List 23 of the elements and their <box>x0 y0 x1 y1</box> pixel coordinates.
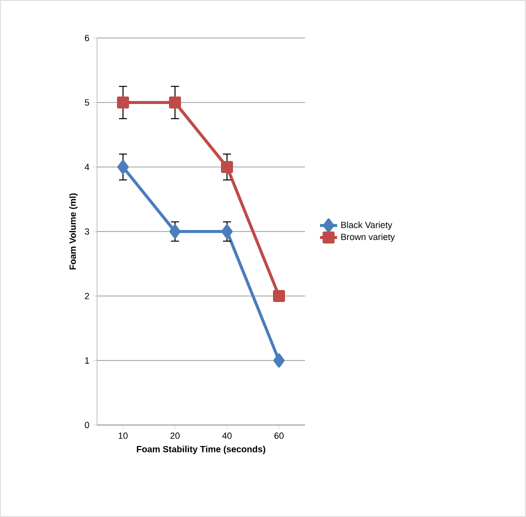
y-tick-label: 6 <box>84 34 90 42</box>
x-axis-title: Foam Stability Time (seconds) <box>136 446 266 454</box>
point <box>221 224 233 238</box>
point <box>169 96 181 108</box>
y-tick-label: 5 <box>84 99 90 106</box>
legend-label: Brown variety <box>341 233 395 242</box>
point <box>273 354 285 368</box>
y-tick-label: 0 <box>84 422 90 428</box>
point <box>117 160 129 174</box>
x-tick-label: 10 <box>118 432 128 439</box>
x-tick-label: 20 <box>170 432 180 439</box>
y-tick-label: 1 <box>85 357 90 364</box>
x-tick-label: 60 <box>274 432 284 439</box>
x-tick-label: 40 <box>222 432 232 439</box>
point <box>221 160 233 173</box>
point <box>273 290 285 302</box>
point <box>169 224 181 238</box>
y-axis-title: Foam Volume (ml) <box>69 193 78 270</box>
y-tick-label: 4 <box>84 164 90 170</box>
y-tick-label: 2 <box>84 292 90 300</box>
point <box>117 96 129 108</box>
legend-label: Black Variety <box>341 222 392 230</box>
y-tick-label: 3 <box>84 228 90 235</box>
